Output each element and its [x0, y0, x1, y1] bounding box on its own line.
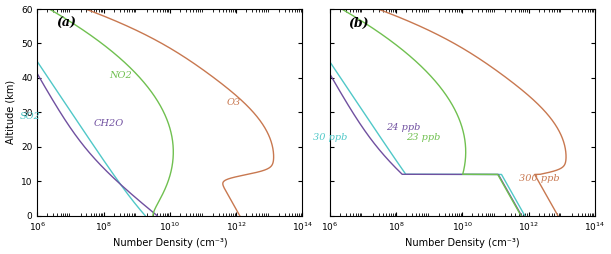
Text: O3: O3	[226, 99, 241, 107]
X-axis label: Number Density (cm⁻³): Number Density (cm⁻³)	[112, 239, 227, 248]
Text: 24 ppb: 24 ppb	[386, 123, 420, 132]
Text: NO2: NO2	[109, 71, 133, 80]
Text: (b): (b)	[348, 17, 369, 30]
Text: 300 ppb: 300 ppb	[519, 174, 559, 183]
Text: SO2: SO2	[20, 112, 41, 121]
X-axis label: Number Density (cm⁻³): Number Density (cm⁻³)	[405, 239, 520, 248]
Y-axis label: Altitude (km): Altitude (km)	[5, 80, 15, 145]
Text: 30 ppb: 30 ppb	[313, 133, 347, 142]
Text: 23 ppb: 23 ppb	[406, 133, 441, 142]
Text: (a): (a)	[56, 17, 76, 30]
Text: CH2O: CH2O	[93, 119, 124, 128]
